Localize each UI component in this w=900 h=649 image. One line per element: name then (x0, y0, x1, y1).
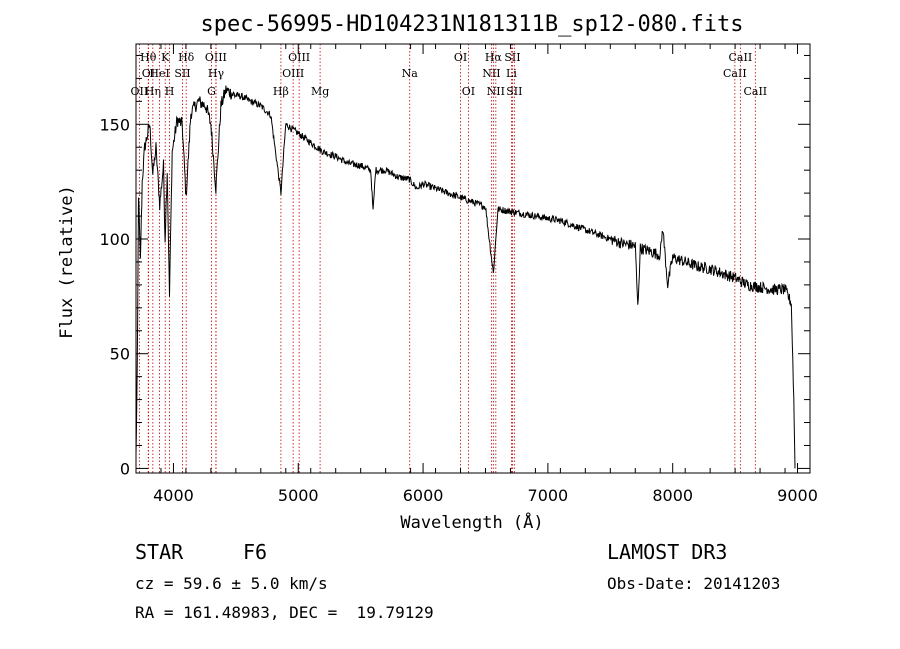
emission-line-label: SII (174, 67, 190, 80)
emission-line-label: OIII (288, 51, 310, 64)
emission-line-label: CaII (729, 51, 753, 64)
redshift-value: cz = 59.6 ± 5.0 km/s (135, 574, 328, 593)
emission-line-label: Hα (485, 51, 503, 64)
emission-line-label: CaII (743, 85, 767, 98)
spectrum-line (135, 85, 796, 469)
y-tick-label: 0 (120, 459, 130, 478)
emission-line-label: OII (131, 85, 149, 98)
emission-line-label: OI (454, 51, 467, 64)
x-tick-label: 7000 (528, 486, 569, 505)
plot-frame (135, 43, 811, 474)
emission-line-label: Hη (145, 85, 161, 98)
spectrum-trace (135, 85, 796, 469)
x-tick-label: 8000 (652, 486, 693, 505)
emission-line-label: Na (402, 67, 419, 80)
x-tick-label: 5000 (278, 486, 319, 505)
emission-line-label: SII (504, 51, 520, 64)
emission-line-label: SII (506, 85, 522, 98)
emission-line-label: NII (482, 67, 500, 80)
object-class: STAR (135, 540, 184, 564)
axis-ticks: 4000 5000 6000 7000 8000 9000 0 50 100 150 (99, 44, 818, 505)
y-tick-label: 100 (99, 230, 130, 249)
x-tick-label: 9000 (777, 486, 818, 505)
x-axis-label: Wavelength (Å) (400, 511, 543, 533)
emission-line-label: K (161, 51, 170, 64)
emission-line-label: G (207, 85, 216, 98)
emission-line-label: OIII (205, 51, 227, 64)
emission-line-label: Mg (311, 85, 329, 98)
emission-line-label: Hδ (178, 51, 195, 64)
observation-date: Obs-Date: 20141203 (607, 574, 781, 593)
x-tick-label: 4000 (153, 486, 194, 505)
emission-line-label: HeI (149, 67, 169, 80)
emission-line-label: OI (142, 67, 155, 80)
emission-line-label: NII (487, 85, 505, 98)
spectrum-chart: spec-56995-HD104231N181311B_sp12-080.fit… (57, 12, 818, 533)
emission-line-label: Li (506, 67, 517, 80)
emission-line-label: Hθ (140, 51, 157, 64)
y-axis-label: Flux (relative) (57, 185, 77, 339)
coordinates: RA = 161.48983, DEC = 19.79129 (135, 603, 434, 622)
chart-title: spec-56995-HD104231N181311B_sp12-080.fit… (200, 12, 743, 37)
emission-line-label: H (165, 85, 175, 98)
emission-line-label: Hβ (273, 85, 289, 98)
emission-line-label: OI (462, 85, 475, 98)
emission-line-label: Hγ (208, 67, 225, 80)
x-tick-label: 6000 (403, 486, 444, 505)
object-subclass: F6 (243, 540, 268, 564)
emission-line-label: OIII (282, 67, 304, 80)
y-tick-label: 150 (99, 115, 130, 134)
y-tick-label: 50 (110, 345, 130, 364)
emission-line-markers: OII Hθ OI Hη HeI K H SII Hδ G OIII Hγ Hβ OIII OIII Mg Na… (131, 44, 767, 473)
survey-name: LAMOST DR3 (607, 540, 728, 564)
emission-line-label: CaII (723, 67, 747, 80)
